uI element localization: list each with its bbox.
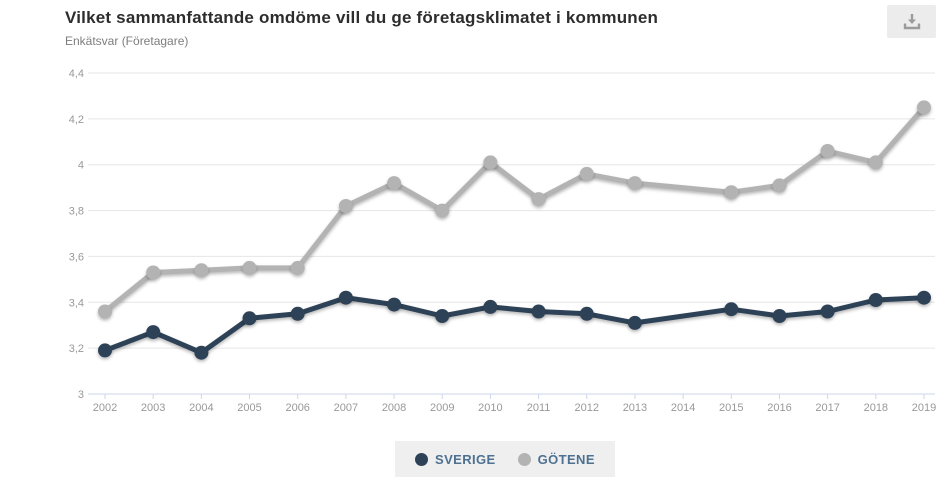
legend-label-gotene: GÖTENE <box>537 451 595 467</box>
y-axis-label: 3,8 <box>69 206 84 218</box>
x-axis-label: 2004 <box>189 402 213 414</box>
x-axis-label: 2009 <box>430 402 454 414</box>
data-point-g-tene-2008[interactable] <box>387 176 402 191</box>
series-line-g-tene <box>102 104 927 314</box>
y-axis-label: 4,4 <box>69 68 84 80</box>
data-point-sverige-2008[interactable] <box>387 297 402 312</box>
x-axis-label: 2007 <box>334 402 358 414</box>
download-button[interactable] <box>887 5 936 38</box>
x-axis-label: 2012 <box>575 402 599 414</box>
data-point-sverige-2015[interactable] <box>724 302 739 317</box>
download-icon <box>902 13 922 31</box>
data-point-sverige-2002[interactable] <box>98 343 112 358</box>
x-axis-label: 2015 <box>719 402 743 414</box>
data-point-sverige-2018[interactable] <box>868 293 883 307</box>
x-axis-label: 2011 <box>527 402 551 414</box>
x-axis-label: 2005 <box>237 402 261 414</box>
x-axis-label: 2010 <box>478 402 502 414</box>
data-point-g-tene-2013[interactable] <box>627 176 642 191</box>
data-point-g-tene-2017[interactable] <box>820 144 835 158</box>
chart-legend: SVERIGE GÖTENE <box>395 441 615 477</box>
data-point-sverige-2016[interactable] <box>772 309 787 323</box>
data-point-sverige-2013[interactable] <box>627 315 642 330</box>
y-axis-label: 4 <box>78 160 84 172</box>
page-title: Vilket sammanfattande omdöme vill du ge … <box>65 8 659 27</box>
x-axis-label: 2013 <box>623 402 647 414</box>
data-point-g-tene-2006[interactable] <box>290 260 305 275</box>
legend-item-sverige[interactable]: SVERIGE <box>415 452 496 467</box>
data-point-g-tene-2007[interactable] <box>338 199 353 213</box>
legend-item-gotene[interactable]: GÖTENE <box>517 451 595 467</box>
x-axis-label: 2008 <box>382 402 406 414</box>
data-point-g-tene-2010[interactable] <box>483 155 498 170</box>
chart-subtitle: Enkätsvar (Företagare) <box>65 34 189 48</box>
y-axis-label: 3,4 <box>69 297 84 309</box>
legend-dot-sverige <box>415 452 428 466</box>
y-axis-label: 3 <box>78 389 84 401</box>
data-point-sverige-2017[interactable] <box>820 304 835 319</box>
x-axis-label: 2006 <box>285 402 309 414</box>
x-axis-label: 2014 <box>671 402 695 414</box>
data-point-sverige-2012[interactable] <box>579 306 594 321</box>
data-point-sverige-2019[interactable] <box>917 290 931 305</box>
data-point-g-tene-2003[interactable] <box>146 265 161 280</box>
data-point-g-tene-2019[interactable] <box>917 100 931 115</box>
data-point-sverige-2009[interactable] <box>435 309 450 323</box>
data-point-g-tene-2015[interactable] <box>724 185 739 200</box>
series-line-sverige <box>102 295 927 356</box>
data-point-g-tene-2012[interactable] <box>579 166 594 181</box>
legend-dot-gotene <box>517 452 531 466</box>
data-point-g-tene-2004[interactable] <box>194 263 209 278</box>
data-point-g-tene-2016[interactable] <box>772 178 787 193</box>
y-axis-label: 4,2 <box>69 114 84 126</box>
data-point-g-tene-2005[interactable] <box>242 260 257 275</box>
data-point-g-tene-2002[interactable] <box>98 304 112 319</box>
data-point-g-tene-2009[interactable] <box>435 203 450 218</box>
data-point-sverige-2006[interactable] <box>290 306 305 321</box>
y-axis-label: 3,2 <box>69 343 84 355</box>
data-point-sverige-2005[interactable] <box>242 311 257 326</box>
data-point-g-tene-2018[interactable] <box>868 155 883 170</box>
x-axis-label: 2017 <box>815 402 839 414</box>
legend-label-sverige: SVERIGE <box>435 451 496 467</box>
data-point-sverige-2010[interactable] <box>483 299 498 314</box>
data-point-sverige-2011[interactable] <box>531 304 546 319</box>
x-axis-label: 2002 <box>93 402 117 414</box>
x-axis-label: 2019 <box>912 402 936 414</box>
data-point-g-tene-2011[interactable] <box>531 192 546 207</box>
x-axis-label: 2018 <box>864 402 888 414</box>
y-axis-label: 3,6 <box>69 251 84 263</box>
data-point-sverige-2004[interactable] <box>194 345 209 360</box>
x-axis-label: 2003 <box>141 402 165 414</box>
data-point-sverige-2003[interactable] <box>146 325 161 340</box>
data-point-sverige-2007[interactable] <box>338 290 353 305</box>
x-axis-label: 2016 <box>767 402 791 414</box>
